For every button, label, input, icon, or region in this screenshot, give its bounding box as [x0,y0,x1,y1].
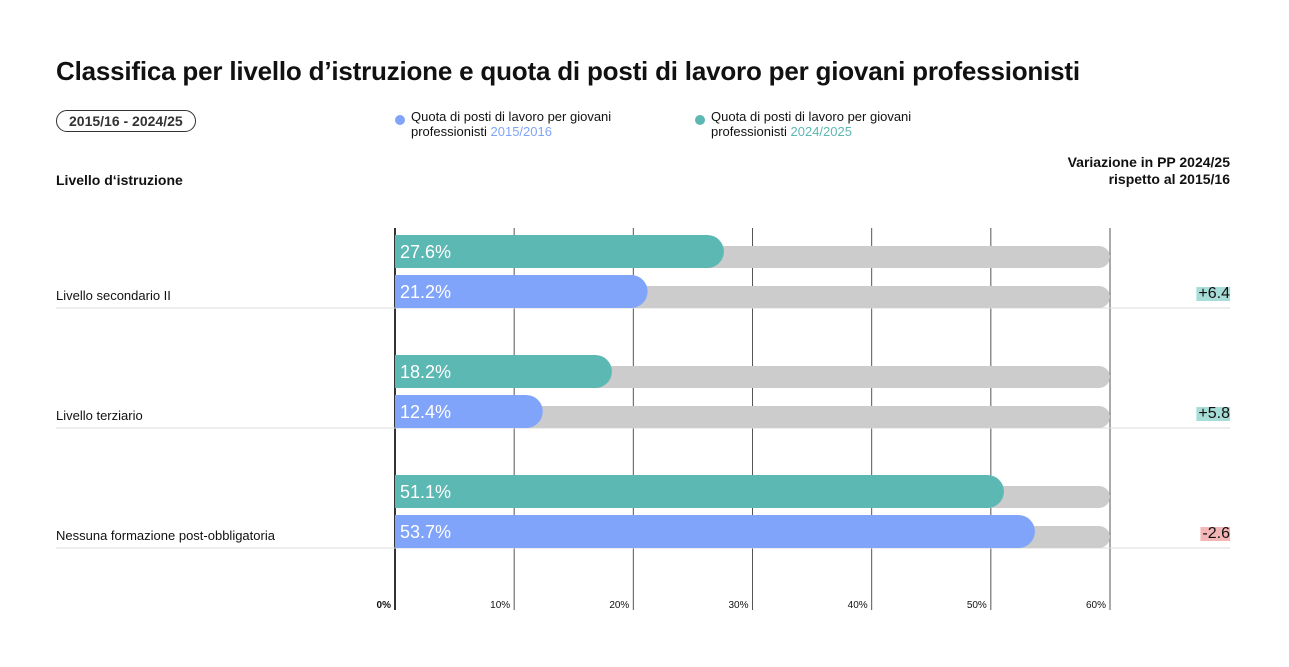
x-tick-label: 50% [967,600,987,611]
x-tick-label: 30% [728,600,748,611]
bar-label: 53.7% [400,522,451,542]
bar-track [395,406,1110,428]
bar-label: 12.4% [400,402,451,422]
category-label: Nessuna formazione post-obbligatoria [56,528,276,543]
bar [395,515,1035,548]
bar [395,475,1004,508]
x-tick-label: 10% [490,600,510,611]
x-tick-label: 40% [848,600,868,611]
change-header: Variazione in PP 2024/25 rispetto al 201… [1067,154,1230,187]
bar [395,395,543,428]
chart-title: Classifica per livello d’istruzione e qu… [56,56,1080,86]
bar-label: 21.2% [400,282,451,302]
y-axis-label: Livello d‘istruzione [56,172,183,188]
bar [395,235,724,268]
bar-label: 27.6% [400,242,451,262]
change-highlight [1196,407,1231,421]
category-label: Livello terziario [56,408,143,423]
bar [395,355,612,388]
x-tick-label: 0% [377,600,392,611]
change-value: -2.6 [1202,525,1230,542]
x-tick-label: 60% [1086,600,1106,611]
category-label: Livello secondario II [56,288,171,303]
change-highlight [1200,527,1231,541]
legend-dot-icon [395,115,405,125]
legend-dot-icon [695,115,705,125]
x-tick-label: 20% [609,600,629,611]
change-value: +6.4 [1198,285,1230,302]
legend-item-2015: Quota di posti di lavoro per giovani pro… [395,109,665,139]
bar [395,275,648,308]
change-highlight [1196,287,1231,301]
change-value: +5.8 [1198,405,1230,422]
bar-label: 18.2% [400,362,451,382]
legend-item-2024: Quota di posti di lavoro per giovani pro… [695,109,965,139]
bar-label: 51.1% [400,482,451,502]
period-badge: 2015/16 - 2024/25 [56,110,196,132]
